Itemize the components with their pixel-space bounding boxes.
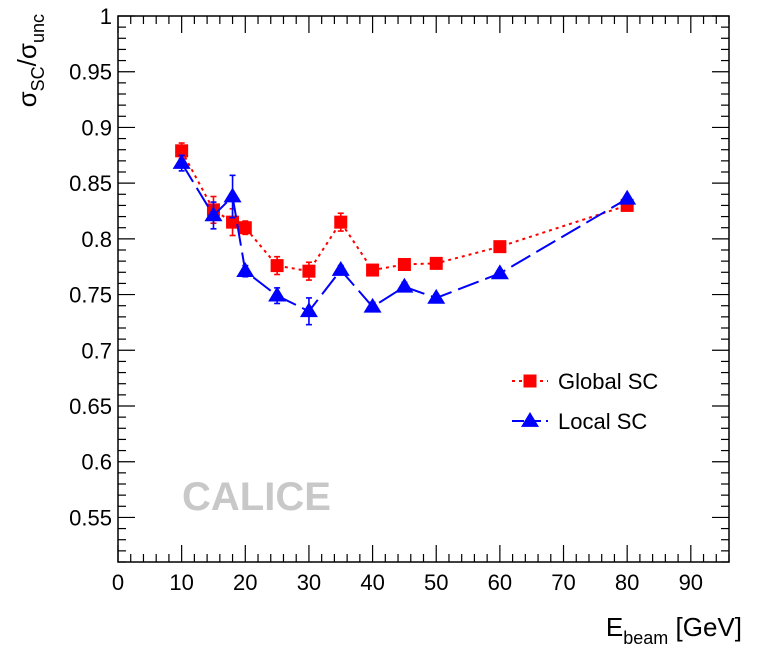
x-tick-label: 0 xyxy=(112,570,124,595)
data-point xyxy=(204,206,223,222)
data-point xyxy=(302,264,316,278)
x-axis-title-main: E xyxy=(606,612,623,642)
x-tick-label: 90 xyxy=(679,570,703,595)
ticks-layer xyxy=(117,15,730,563)
data-point xyxy=(334,215,348,229)
data-point xyxy=(268,286,287,302)
data-point xyxy=(429,256,443,270)
legend-marker xyxy=(523,374,537,388)
tick-labels-layer: 0 10 20 30 40 50 60 70 80 90 0.55 0.6 0.65 0.7 0.75 0.8… xyxy=(69,4,703,595)
x-axis-title-sub: beam xyxy=(623,628,668,646)
x-tick-label: 60 xyxy=(488,570,512,595)
series-line xyxy=(180,162,628,313)
legend-label: Global SC xyxy=(558,369,658,394)
y-axis-title-sub2: unc xyxy=(28,14,48,43)
data-point xyxy=(395,277,414,293)
series-local-sc xyxy=(172,154,637,326)
x-tick-label: 30 xyxy=(297,570,321,595)
y-axis-title-sub1: SC xyxy=(28,66,48,91)
legend-entry: Global SC xyxy=(512,369,658,394)
y-tick-label: 0.8 xyxy=(81,227,112,252)
data-point xyxy=(493,240,507,254)
data-point xyxy=(618,189,637,205)
y-axis-title-slash: / xyxy=(12,58,42,66)
y-tick-label: 0.95 xyxy=(69,60,112,85)
data-point xyxy=(175,144,189,158)
data-point xyxy=(331,261,350,276)
series-global-sc xyxy=(175,142,634,281)
data-point xyxy=(236,262,255,278)
y-axis-title: σSC/σunc xyxy=(12,14,48,107)
y-tick-label: 0.9 xyxy=(81,115,112,140)
data-point xyxy=(366,263,380,277)
data-point xyxy=(226,215,240,229)
series-line xyxy=(180,150,628,273)
y-tick-label: 0.6 xyxy=(81,450,112,475)
data-point xyxy=(270,259,284,273)
legend-entry: Local SC xyxy=(512,409,647,434)
data-point xyxy=(397,257,411,271)
legend-marker xyxy=(521,412,539,427)
y-axis-title-sigma2: σ xyxy=(12,43,42,59)
y-tick-label: 1 xyxy=(100,4,112,29)
data-point xyxy=(172,154,191,169)
x-tick-label: 70 xyxy=(551,570,575,595)
data-point xyxy=(238,221,252,235)
x-axis-title-unit: [GeV] xyxy=(668,612,742,642)
x-tick-label: 50 xyxy=(424,570,448,595)
x-axis-title: Ebeam [GeV] xyxy=(606,612,742,646)
x-tick-label: 40 xyxy=(360,570,384,595)
y-tick-label: 0.7 xyxy=(81,338,112,363)
x-tick-label: 10 xyxy=(169,570,193,595)
y-tick-label: 0.85 xyxy=(69,171,112,196)
x-tick-label: 80 xyxy=(615,570,639,595)
data-point xyxy=(223,187,242,203)
calice-watermark: CALICE xyxy=(182,475,331,519)
legend-label: Local SC xyxy=(558,409,647,434)
y-tick-label: 0.65 xyxy=(69,394,112,419)
series-layer xyxy=(172,142,637,326)
data-point xyxy=(363,297,382,313)
data-point xyxy=(299,302,318,318)
y-axis-title-sigma1: σ xyxy=(12,91,42,107)
y-tick-label: 0.55 xyxy=(69,505,112,530)
x-tick-label: 20 xyxy=(233,570,257,595)
data-point xyxy=(490,264,509,280)
legend: Global SC Local SC xyxy=(512,369,658,434)
y-tick-label: 0.75 xyxy=(69,283,112,308)
data-point xyxy=(427,288,446,304)
